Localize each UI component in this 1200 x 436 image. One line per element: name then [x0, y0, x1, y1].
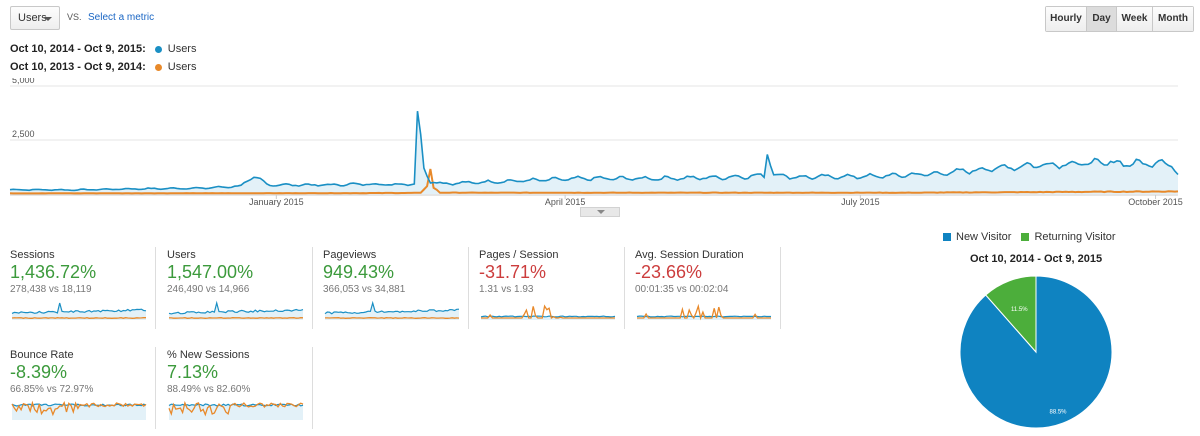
sparkline — [636, 303, 771, 321]
select-metric-link[interactable]: Select a metric — [88, 12, 155, 23]
sparkline-current — [324, 300, 460, 315]
week-button[interactable]: Week — [1117, 7, 1153, 31]
scorecard-comparison: 00:01:35 vs 00:02:04 — [635, 284, 729, 295]
sparkline-previous — [168, 400, 304, 417]
pie-date-range: Oct 10, 2014 - Oct 9, 2015 — [970, 253, 1103, 265]
month-button[interactable]: Month — [1153, 7, 1193, 31]
previous-users-line — [9, 168, 1179, 195]
y-tick-label: 2,500 — [12, 129, 35, 139]
scorecard-sessions[interactable]: Sessions 1,436.72% 278,438 vs 18,119 — [0, 247, 156, 329]
new-visitor-swatch — [943, 233, 951, 241]
day-button[interactable]: Day — [1087, 7, 1117, 31]
scorecard-label: % New Sessions — [167, 349, 250, 361]
scorecard-pages-session[interactable]: Pages / Session -31.71% 1.31 vs 1.93 — [469, 247, 625, 329]
x-tick-label: April 2015 — [545, 197, 586, 207]
scorecard-value: -8.39% — [10, 362, 68, 382]
scorecard-value: -23.66% — [635, 262, 703, 282]
vs-label: VS. — [67, 12, 82, 22]
visitor-type-pie-chart[interactable]: 88.5% 11.5% — [958, 274, 1114, 430]
users-line-chart[interactable]: 5,000 2,500 January 2015 April 2015 July 201… — [0, 78, 1200, 218]
pie-legend-returning-visitor: Returning Visitor — [1021, 231, 1116, 243]
sparkline-previous — [11, 317, 146, 319]
chevron-down-icon — [44, 17, 52, 21]
scorecard-label: Pages / Session — [479, 249, 559, 261]
scorecard-label: Avg. Session Duration — [635, 249, 744, 261]
x-tick-label: January 2015 — [249, 197, 304, 207]
legend-previous: Oct 10, 2013 - Oct 9, 2014: Users — [10, 61, 196, 73]
pie-slice-label: 11.5% — [1011, 307, 1028, 313]
legend-previous-range: Oct 10, 2013 - Oct 9, 2014: — [10, 61, 146, 73]
scorecard-bounce-rate[interactable]: Bounce Rate -8.39% 66.85% vs 72.97% — [0, 347, 156, 429]
scorecard-comparison: 246,490 vs 14,966 — [167, 284, 250, 295]
hourly-button[interactable]: Hourly — [1046, 7, 1087, 31]
metric-select[interactable]: Users — [10, 6, 60, 30]
scorecard-label: Sessions — [10, 249, 55, 261]
scorecard-value: 7.13% — [167, 362, 219, 382]
scorecard-value: -31.71% — [479, 262, 547, 282]
legend-current-series: Users — [167, 43, 197, 55]
sparkline-fill — [637, 316, 771, 320]
x-tick-label: July 2015 — [841, 197, 880, 207]
pie-legend: New Visitor Returning Visitor — [943, 231, 1126, 243]
sparkline-previous — [11, 400, 147, 417]
sparkline-fill — [325, 303, 459, 320]
legend-previous-dot — [154, 63, 162, 71]
scorecard-value: 949.43% — [323, 262, 395, 282]
scorecard-comparison: 66.85% vs 72.97% — [10, 384, 94, 395]
sparkline-previous — [637, 303, 771, 321]
sparkline — [168, 400, 304, 420]
legend-previous-series: Users — [167, 61, 197, 73]
legend-current-range: Oct 10, 2014 - Oct 9, 2015: — [10, 43, 146, 55]
new-visitor-label: New Visitor — [956, 231, 1012, 243]
chart-collapse-toggle[interactable] — [580, 207, 620, 217]
sparkline — [324, 300, 460, 320]
pie-legend-new-visitor: New Visitor — [943, 231, 1011, 243]
sparkline-fill — [169, 303, 303, 320]
scorecard-label: Users — [167, 249, 196, 261]
legend-current-dot — [154, 45, 162, 53]
granularity-toggle: Hourly Day Week Month — [1045, 6, 1194, 32]
sparkline-fill — [169, 404, 303, 420]
sparkline-current — [168, 300, 304, 315]
scorecard--new-sessions[interactable]: % New Sessions 7.13% 88.49% vs 82.60% — [157, 347, 313, 429]
sparkline — [11, 400, 147, 420]
y-tick-label: 5,000 — [12, 78, 35, 85]
scorecard-comparison: 1.31 vs 1.93 — [479, 284, 534, 295]
scorecard-pageviews[interactable]: Pageviews 949.43% 366,053 vs 34,881 — [313, 247, 469, 329]
current-area-fill — [10, 111, 1178, 194]
pie-slice-returning-visitor[interactable] — [985, 275, 1037, 354]
sparkline-previous — [481, 304, 615, 319]
sparkline-previous — [168, 317, 304, 319]
scorecard-comparison: 366,053 vs 34,881 — [323, 284, 406, 295]
sparkline — [168, 300, 304, 320]
pie-slice-label: 88.5% — [1049, 409, 1067, 415]
scorecard-value: 1,547.00% — [167, 262, 254, 282]
returning-visitor-label: Returning Visitor — [1034, 231, 1116, 243]
current-users-line — [9, 110, 1179, 192]
chevron-down-icon — [597, 210, 605, 214]
scorecard-value: 1,436.72% — [10, 262, 97, 282]
returning-visitor-swatch — [1021, 233, 1030, 241]
x-tick-label: October 2015 — [1128, 197, 1183, 207]
scorecard-avg-session-duration[interactable]: Avg. Session Duration -23.66% 00:01:35 vs … — [625, 247, 781, 329]
sparkline-previous — [325, 317, 460, 319]
scorecard-comparison: 278,438 vs 18,119 — [10, 284, 92, 295]
legend-current: Oct 10, 2014 - Oct 9, 2015: Users — [10, 43, 196, 55]
sparkline-fill — [12, 404, 146, 420]
sparkline — [11, 302, 147, 320]
sparkline — [480, 304, 616, 320]
metric-select-value: Users — [18, 12, 47, 24]
scorecard-label: Bounce Rate — [10, 349, 74, 361]
sparkline-current — [11, 302, 147, 314]
scorecard-comparison: 88.49% vs 82.60% — [167, 384, 251, 395]
scorecard-label: Pageviews — [323, 249, 377, 261]
sparkline-current — [480, 315, 616, 318]
scorecard-users[interactable]: Users 1,547.00% 246,490 vs 14,966 — [157, 247, 313, 329]
